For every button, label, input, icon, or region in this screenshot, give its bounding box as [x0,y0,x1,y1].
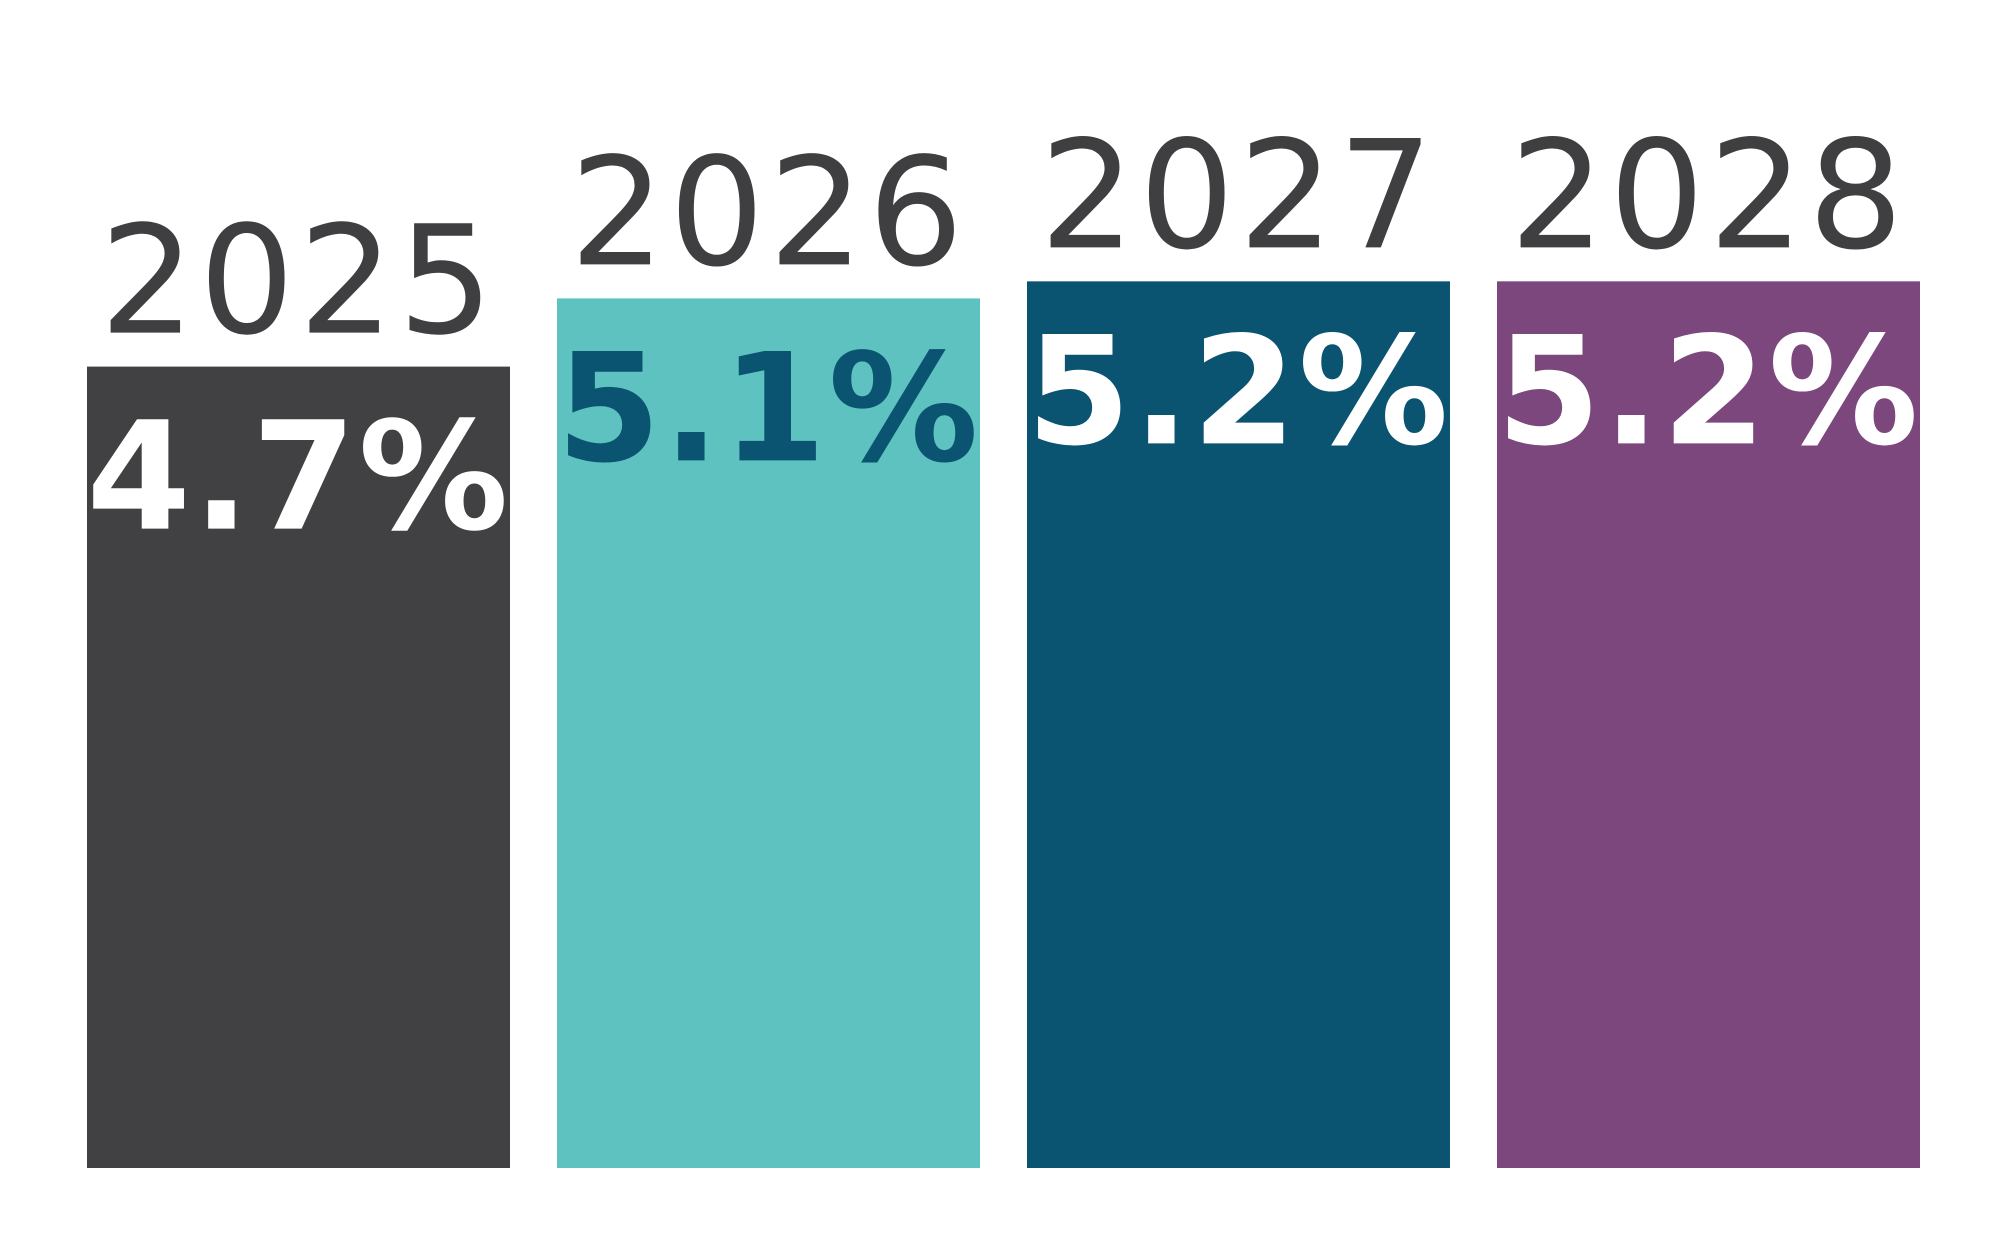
bar-2025 [87,366,510,1169]
value-label-2027: 5.2% [1026,305,1450,479]
value-label-2025: 4.7% [86,391,510,565]
category-label-2026: 2026 [570,126,968,300]
bar-2028 [1497,281,1920,1168]
category-labels-group: 2025 2026 2027 2028 [100,109,1908,369]
value-label-2028: 5.2% [1496,305,1920,479]
category-label-2025: 2025 [100,195,498,369]
category-label-2028: 2028 [1510,109,1908,283]
bar-2026 [557,298,980,1168]
value-labels-group: 4.7% 5.1% 5.2% 5.2% [86,305,1920,565]
bar-2027 [1027,281,1450,1168]
bars-group [87,281,1920,1169]
value-label-2026: 5.1% [556,322,980,496]
category-label-2027: 2027 [1040,109,1438,283]
